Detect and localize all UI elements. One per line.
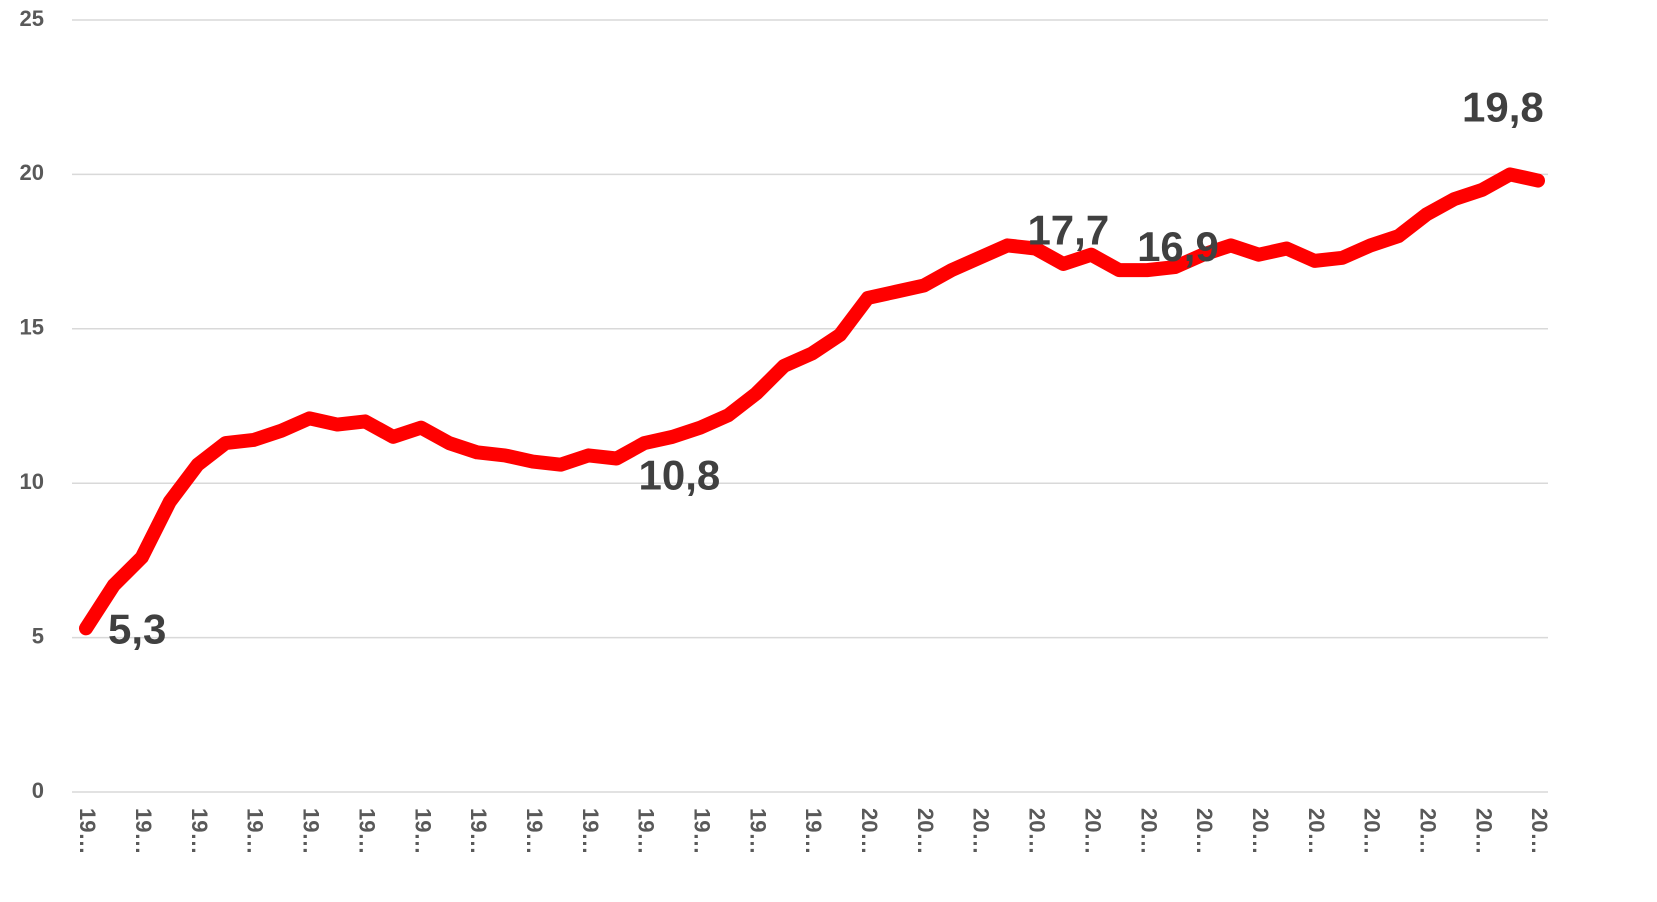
x-tick-label: 19… (745, 808, 770, 854)
x-tick-label: 20… (1192, 808, 1217, 854)
y-tick-label: 25 (20, 6, 44, 31)
x-tick-label: 19… (801, 808, 826, 854)
y-tick-label: 20 (20, 160, 44, 185)
x-tick-label: 20… (1360, 808, 1385, 854)
x-tick-label: 20… (969, 808, 994, 854)
data-label: 16,9 (1137, 223, 1219, 270)
x-tick-label: 20… (1527, 808, 1552, 854)
data-label: 19,8 (1462, 84, 1544, 131)
x-tick-label: 19… (75, 808, 100, 854)
x-tick-label: 20… (913, 808, 938, 854)
x-tick-label: 20… (1471, 808, 1496, 854)
x-tick-label: 19… (689, 808, 714, 854)
x-tick-label: 19… (131, 808, 156, 854)
x-tick-label: 20… (1136, 808, 1161, 854)
y-tick-label: 15 (20, 315, 44, 340)
data-label: 17,7 (1027, 207, 1109, 254)
x-tick-label: 19… (410, 808, 435, 854)
data-line (79, 167, 1545, 636)
x-tick-label: 20… (1304, 808, 1329, 854)
data-label: 5,3 (108, 605, 166, 652)
y-tick-label: 0 (32, 778, 44, 803)
data-label: 10,8 (639, 452, 721, 499)
x-tick-label: 19… (187, 808, 212, 854)
x-tick-label: 19… (634, 808, 659, 854)
x-tick-label: 20… (1025, 808, 1050, 854)
x-tick-label: 19… (522, 808, 547, 854)
x-tick-label: 19… (243, 808, 268, 854)
x-tick-label: 20… (1080, 808, 1105, 854)
x-tick-label: 19… (578, 808, 603, 854)
x-tick-label: 19… (354, 808, 379, 854)
y-tick-label: 5 (32, 623, 44, 648)
x-tick-label: 20… (1415, 808, 1440, 854)
x-tick-label: 19… (299, 808, 324, 854)
y-tick-label: 10 (20, 469, 44, 494)
x-tick-label: 19… (466, 808, 491, 854)
x-tick-label: 20… (857, 808, 882, 854)
x-tick-label: 20… (1248, 808, 1273, 854)
